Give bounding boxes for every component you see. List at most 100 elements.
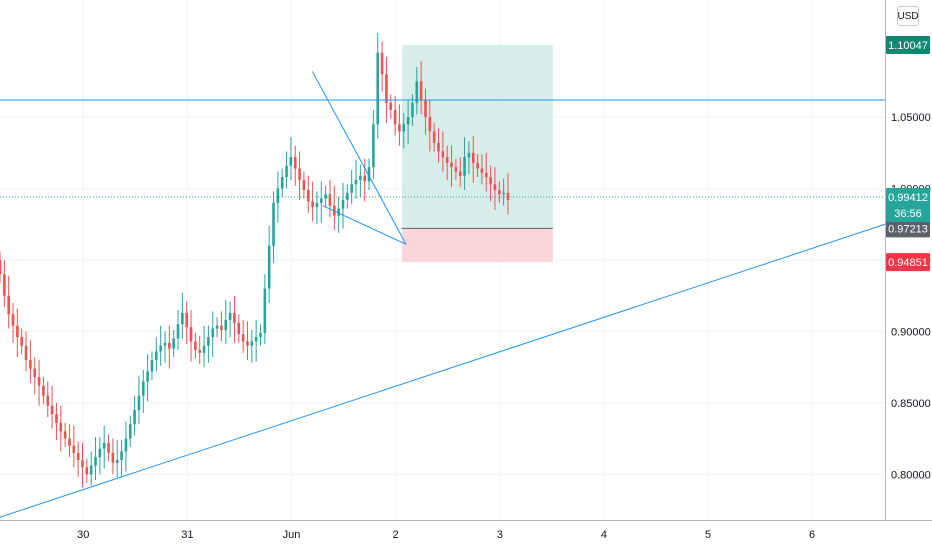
candle[interactable] (484, 172, 488, 178)
candle[interactable] (37, 377, 41, 386)
candle[interactable] (437, 142, 440, 152)
candle[interactable] (176, 324, 180, 339)
candle[interactable] (181, 312, 184, 325)
candle[interactable] (55, 414, 58, 423)
candle[interactable] (341, 200, 345, 209)
candle[interactable] (424, 100, 427, 118)
candle[interactable] (94, 457, 97, 466)
candle[interactable] (89, 465, 93, 475)
candle[interactable] (137, 395, 141, 410)
candle[interactable] (128, 424, 132, 439)
candle[interactable] (445, 157, 449, 163)
candle[interactable] (20, 337, 24, 346)
candle[interactable] (124, 438, 128, 452)
candle[interactable] (380, 52, 384, 75)
currency-button[interactable]: USD (897, 6, 919, 26)
candle[interactable] (154, 351, 158, 360)
candle[interactable] (168, 342, 171, 349)
candle[interactable] (263, 288, 267, 333)
trendlines[interactable] (0, 71, 886, 518)
candle[interactable] (497, 190, 501, 195)
loss-zone[interactable] (401, 228, 553, 263)
candles[interactable] (0, 32, 510, 488)
candle[interactable] (372, 124, 375, 168)
candle[interactable] (493, 184, 497, 190)
candle[interactable] (298, 168, 301, 180)
candle[interactable] (46, 395, 50, 406)
candle[interactable] (233, 312, 236, 323)
candle[interactable] (324, 194, 327, 199)
candle[interactable] (471, 152, 475, 163)
candle[interactable] (120, 451, 123, 460)
candle[interactable] (302, 180, 306, 190)
candle[interactable] (107, 442, 110, 453)
candle[interactable] (506, 192, 510, 200)
candle[interactable] (111, 452, 115, 463)
candle[interactable] (7, 295, 10, 315)
candle[interactable] (415, 81, 419, 103)
candle[interactable] (228, 312, 232, 320)
candle[interactable] (194, 341, 197, 350)
candle[interactable] (50, 405, 54, 415)
candle[interactable] (289, 157, 293, 166)
candle[interactable] (3, 274, 6, 296)
candle[interactable] (115, 460, 119, 463)
candle[interactable] (389, 102, 393, 110)
candle[interactable] (146, 371, 149, 382)
candle[interactable] (11, 314, 15, 326)
candle[interactable] (346, 192, 349, 200)
candle[interactable] (259, 332, 262, 338)
candle[interactable] (163, 342, 167, 346)
candle[interactable] (24, 345, 28, 360)
candle[interactable] (502, 192, 505, 195)
candle[interactable] (68, 438, 71, 446)
candle[interactable] (419, 81, 423, 100)
candle[interactable] (406, 117, 410, 125)
candle[interactable] (280, 177, 284, 189)
candle[interactable] (293, 157, 297, 169)
candle[interactable] (272, 202, 275, 246)
candle[interactable] (467, 152, 471, 158)
candle[interactable] (411, 102, 414, 118)
candle[interactable] (159, 345, 162, 352)
candle[interactable] (441, 151, 445, 158)
candle[interactable] (29, 360, 32, 369)
candle[interactable] (337, 208, 340, 216)
candle[interactable] (454, 167, 458, 172)
profit-zone[interactable] (401, 45, 553, 229)
candle[interactable] (16, 325, 19, 338)
candle[interactable] (81, 460, 84, 468)
candle[interactable] (141, 381, 145, 396)
candle[interactable] (315, 202, 319, 208)
candle[interactable] (306, 190, 310, 202)
candle[interactable] (319, 198, 323, 203)
candle[interactable] (450, 162, 453, 168)
position-zones[interactable] (401, 45, 553, 263)
candle[interactable] (428, 117, 432, 132)
candle[interactable] (0, 260, 2, 275)
candle[interactable] (363, 175, 367, 182)
candle[interactable] (220, 325, 223, 330)
candle[interactable] (42, 385, 45, 396)
candle[interactable] (489, 177, 492, 185)
candle[interactable] (311, 201, 314, 208)
candle[interactable] (432, 131, 436, 143)
candle[interactable] (76, 452, 80, 460)
candle[interactable] (458, 171, 462, 176)
candle[interactable] (224, 320, 228, 330)
candle[interactable] (98, 448, 102, 458)
candle[interactable] (393, 110, 397, 125)
candle[interactable] (463, 157, 466, 176)
candle[interactable] (72, 445, 76, 453)
rising-trendline-line[interactable] (0, 223, 886, 518)
candle[interactable] (202, 345, 206, 353)
candle[interactable] (398, 124, 401, 132)
candle[interactable] (59, 422, 63, 432)
candle[interactable] (241, 334, 245, 342)
candle[interactable] (215, 325, 219, 329)
candle[interactable] (237, 322, 241, 335)
candle[interactable] (480, 168, 484, 173)
candle[interactable] (189, 327, 193, 342)
candle[interactable] (207, 337, 210, 346)
